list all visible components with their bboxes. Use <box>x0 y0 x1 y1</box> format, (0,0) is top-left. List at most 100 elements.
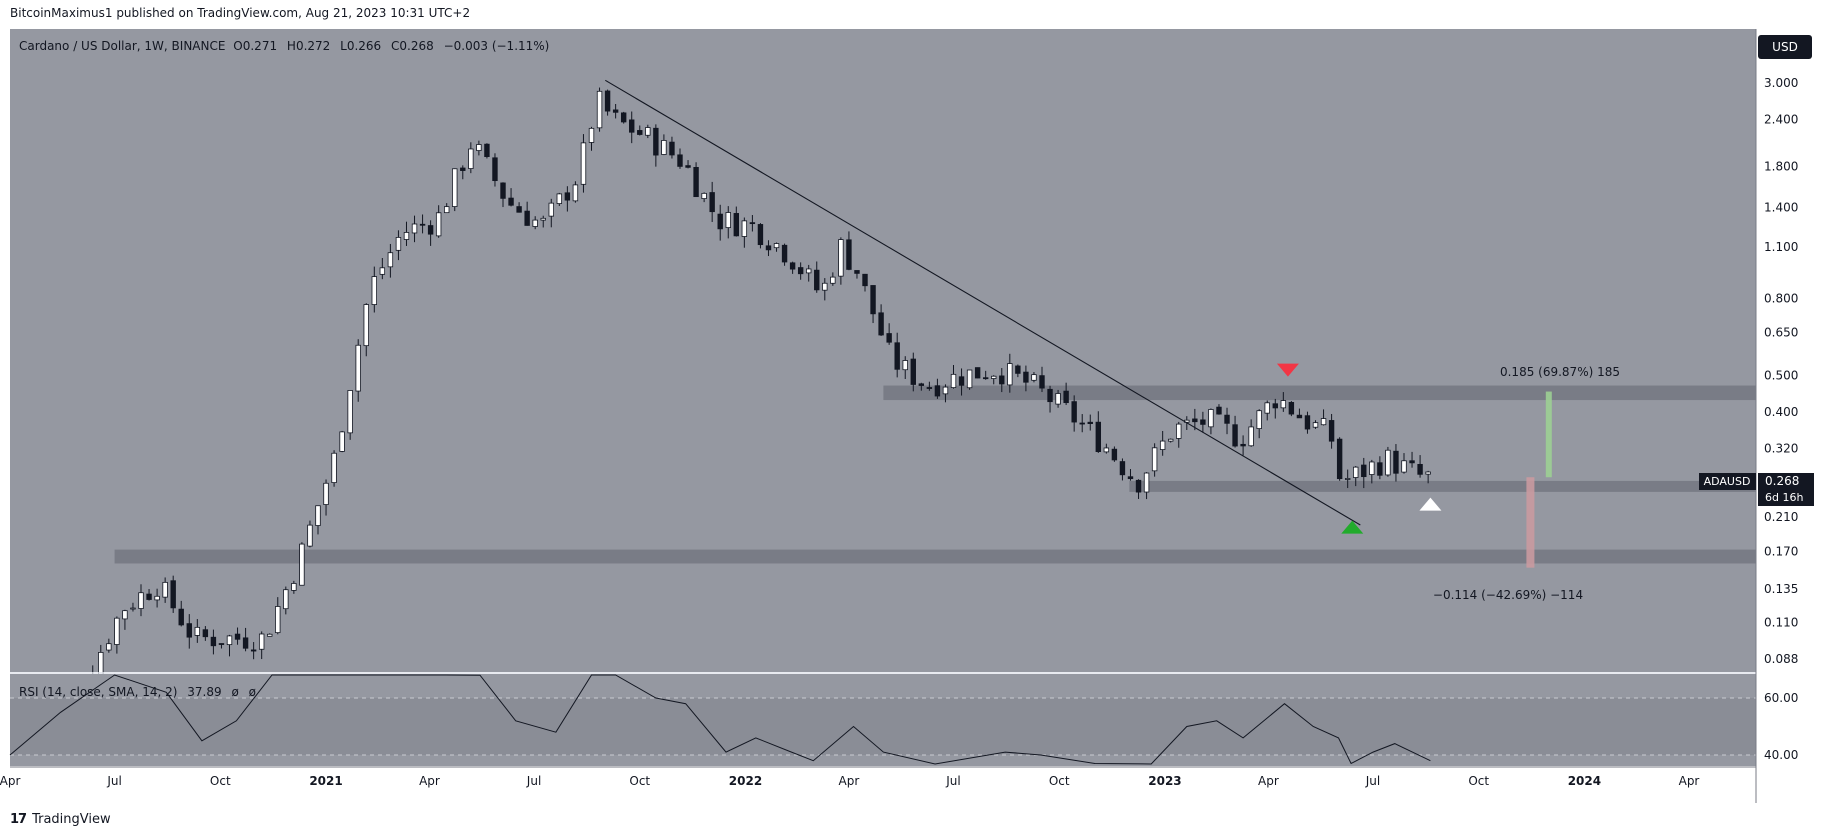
candle <box>725 206 731 239</box>
candle-body <box>741 220 748 237</box>
candle <box>258 631 265 660</box>
candle-body <box>1119 461 1126 476</box>
currency-button[interactable]: USD <box>1758 35 1812 59</box>
time-tick-label: Oct <box>1049 774 1070 788</box>
candle <box>387 243 394 278</box>
candle-body <box>419 223 426 226</box>
price-chart[interactable]: 60.00 40.00 3.000 2.400 1.800 1.400 1.100 0.80… <box>0 29 1826 803</box>
rsi-line <box>9 674 1431 765</box>
candle <box>114 616 120 654</box>
price-tick-label: 2.400 <box>1764 112 1798 126</box>
candle <box>1272 398 1278 419</box>
candle <box>1361 457 1367 489</box>
candle <box>870 285 876 324</box>
candle <box>331 450 337 487</box>
candle <box>202 626 209 641</box>
candle-body <box>1168 438 1174 442</box>
candle-body <box>910 358 916 385</box>
time-tick-label: Jul <box>1365 774 1380 788</box>
candle-body <box>355 344 361 392</box>
candle <box>468 142 474 174</box>
price-tick-label: 0.170 <box>1764 545 1798 559</box>
time-tick-label: 2021 <box>309 774 342 788</box>
candle <box>1320 409 1327 426</box>
candle <box>717 204 723 241</box>
candle <box>942 384 949 403</box>
candle-body <box>307 524 313 547</box>
candle <box>403 221 410 246</box>
candle <box>757 223 764 249</box>
candle <box>476 140 482 156</box>
candle <box>444 203 450 214</box>
candle-body <box>1417 463 1423 475</box>
candle <box>1039 366 1045 393</box>
candle-body <box>886 333 892 343</box>
candle <box>604 89 611 116</box>
rsi-pane: 60.00 40.00 <box>9 672 1798 766</box>
candle <box>580 134 587 193</box>
candle-body <box>1393 450 1399 474</box>
candle-body <box>846 239 852 270</box>
candle <box>958 368 965 396</box>
candle-body <box>379 267 386 275</box>
candle <box>1063 382 1069 406</box>
candle-body <box>1312 422 1319 428</box>
candle-body <box>580 142 587 185</box>
candle <box>1103 443 1110 454</box>
measure-down-bar <box>1526 477 1535 568</box>
tradingview-logo[interactable]: 17 TradingView <box>10 810 111 828</box>
candle <box>435 205 442 238</box>
candle <box>460 165 466 180</box>
author-name[interactable]: BitcoinMaximus1 <box>10 6 113 20</box>
candle <box>1288 401 1295 417</box>
candle <box>1240 435 1246 456</box>
price-badge-countdown: 6d 16h <box>1765 491 1803 504</box>
candle <box>275 597 281 635</box>
candle <box>1200 411 1206 433</box>
candle <box>283 586 289 615</box>
candle <box>677 148 683 169</box>
candle-body <box>1111 448 1118 461</box>
candle-body <box>757 224 764 246</box>
candle-body <box>411 223 418 234</box>
green-up-arrow-marker <box>1341 520 1364 534</box>
candle <box>806 264 812 282</box>
white-up-arrow-marker <box>1419 497 1442 511</box>
candle-body <box>1007 363 1013 386</box>
candle-body <box>339 431 345 452</box>
candle-body <box>1304 415 1311 430</box>
candle-body <box>1377 462 1383 476</box>
rsi-band <box>10 698 1756 755</box>
candle <box>765 240 772 257</box>
time-tick-label: Oct <box>1468 774 1489 788</box>
candle <box>1192 408 1198 431</box>
candle <box>991 375 997 385</box>
candle-body <box>1063 390 1069 404</box>
candle-body <box>283 589 289 610</box>
candle <box>1055 389 1061 408</box>
candle <box>1176 421 1182 448</box>
candle <box>564 186 571 212</box>
candle <box>178 600 184 627</box>
candle-body <box>789 262 796 270</box>
candle-body <box>387 252 394 268</box>
candle <box>556 192 563 206</box>
candle-body <box>733 213 740 237</box>
descending-trendline[interactable] <box>605 79 1361 526</box>
candle-body <box>371 276 378 305</box>
candle <box>291 580 297 594</box>
candle-body <box>1369 461 1375 475</box>
candle <box>886 323 892 345</box>
tradingview-logo-icon: 17 <box>10 811 27 827</box>
candle <box>427 220 434 246</box>
rsi-label[interactable]: RSI (14, close, SMA, 14, 2) 37.89 ø ø <box>19 685 256 699</box>
candle-body <box>677 154 683 167</box>
support-zone-1 <box>1129 480 1756 492</box>
header-symbol[interactable]: Cardano / US Dollar, 1W, BINANCE O0.271 … <box>19 39 549 53</box>
candle <box>1087 414 1093 431</box>
candle-body <box>186 623 192 638</box>
candle-body <box>717 213 723 230</box>
candle <box>701 192 707 203</box>
candle-body <box>1336 438 1343 480</box>
candle-body <box>1047 388 1053 403</box>
